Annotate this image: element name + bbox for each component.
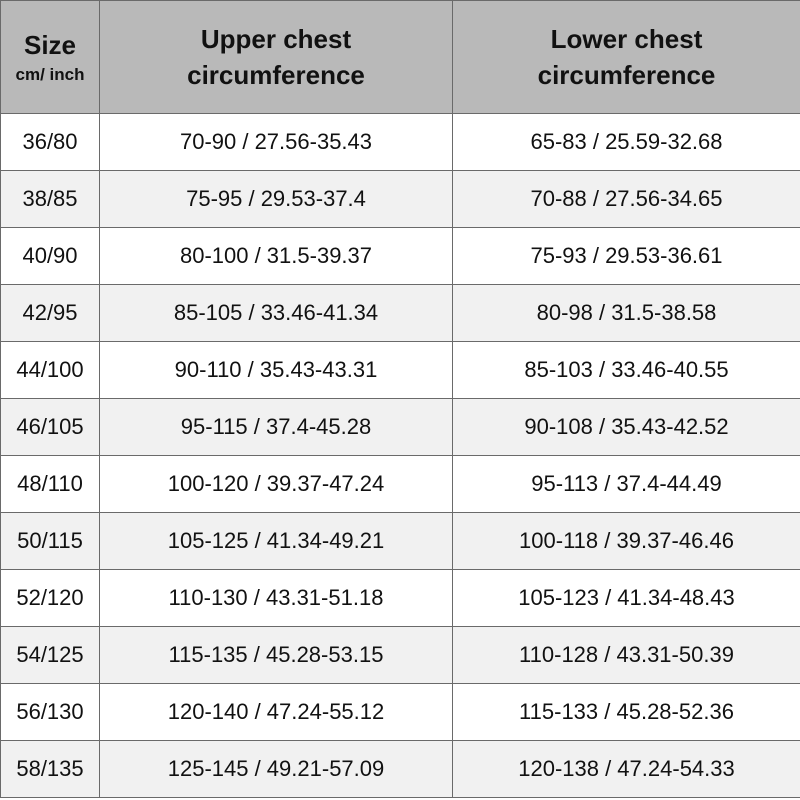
table-body: 36/80 70-90 / 27.56-35.43 65-83 / 25.59-32… (0, 113, 800, 798)
header-text: Size (23, 30, 77, 60)
measure-cell: 105-125 / 41.34-49.21 (99, 512, 453, 570)
size-cell: 58/135 (0, 740, 100, 798)
table-row: 36/80 70-90 / 27.56-35.43 65-83 / 25.59-32… (0, 113, 800, 171)
measure-cell: 80-98 / 31.5-38.58 (452, 284, 800, 342)
size-cell: 44/100 (0, 341, 100, 399)
header-text: Upper chest (200, 24, 352, 54)
measure-cell: 110-130 / 43.31-51.18 (99, 569, 453, 627)
header-cell: Upper chest circumference (99, 0, 453, 114)
size-cell: 48/110 (0, 455, 100, 513)
measure-cell: 65-83 / 25.59-32.68 (452, 113, 800, 171)
table-row: 56/130 120-140 / 47.24-55.12 115-133 / 45.… (0, 683, 800, 741)
measure-cell: 105-123 / 41.34-48.43 (452, 569, 800, 627)
table-row: 42/95 85-105 / 33.46-41.34 80-98 / 31.5-38… (0, 284, 800, 342)
measure-cell: 90-108 / 35.43-42.52 (452, 398, 800, 456)
size-cell: 42/95 (0, 284, 100, 342)
size-cell: 52/120 (0, 569, 100, 627)
measure-cell: 110-128 / 43.31-50.39 (452, 626, 800, 684)
measure-cell: 120-138 / 47.24-54.33 (452, 740, 800, 798)
measure-cell: 80-100 / 31.5-39.37 (99, 227, 453, 285)
header-unit: cm/ inch (15, 65, 85, 84)
measure-cell: 115-133 / 45.28-52.36 (452, 683, 800, 741)
header-text: circumference (537, 60, 716, 90)
table-row: 38/85 75-95 / 29.53-37.4 70-88 / 27.56-34.… (0, 170, 800, 228)
measure-cell: 115-135 / 45.28-53.15 (99, 626, 453, 684)
table-row: 40/90 80-100 / 31.5-39.37 75-93 / 29.53-36… (0, 227, 800, 285)
table-row: 50/115 105-125 / 41.34-49.21 100-118 / 39.… (0, 512, 800, 570)
table-row: 58/135 125-145 / 49.21-57.09 120-138 / 47.… (0, 740, 800, 798)
measure-cell: 85-103 / 33.46-40.55 (452, 341, 800, 399)
header-text: circumference (187, 60, 365, 90)
measure-cell: 85-105 / 33.46-41.34 (99, 284, 453, 342)
measure-cell: 125-145 / 49.21-57.09 (99, 740, 453, 798)
measure-cell: 95-113 / 37.4-44.49 (452, 455, 800, 513)
measure-cell: 70-90 / 27.56-35.43 (99, 113, 453, 171)
size-cell: 36/80 (0, 113, 100, 171)
header-row: Size cm/ inch Upper chest circumference … (0, 0, 800, 114)
header-cell: Lower chest circumference (452, 0, 800, 114)
table-row: 44/100 90-110 / 35.43-43.31 85-103 / 33.46… (0, 341, 800, 399)
table-row: 54/125 115-135 / 45.28-53.15 110-128 / 43.… (0, 626, 800, 684)
measure-cell: 90-110 / 35.43-43.31 (99, 341, 453, 399)
table-row: 48/110 100-120 / 39.37-47.24 95-113 / 37.4… (0, 455, 800, 513)
size-cell: 56/130 (0, 683, 100, 741)
size-cell: 38/85 (0, 170, 100, 228)
header-text: Lower chest (550, 24, 703, 54)
header-cell: Size cm/ inch (0, 0, 100, 114)
measure-cell: 95-115 / 37.4-45.28 (99, 398, 453, 456)
measure-cell: 75-95 / 29.53-37.4 (99, 170, 453, 228)
size-cell: 46/105 (0, 398, 100, 456)
measure-cell: 120-140 / 47.24-55.12 (99, 683, 453, 741)
measure-cell: 70-88 / 27.56-34.65 (452, 170, 800, 228)
table-row: 52/120 110-130 / 43.31-51.18 105-123 / 41.… (0, 569, 800, 627)
table-row: 46/105 95-115 / 37.4-45.28 90-108 / 35.43-… (0, 398, 800, 456)
measure-cell: 100-120 / 39.37-47.24 (99, 455, 453, 513)
size-cell: 50/115 (0, 512, 100, 570)
measure-cell: 100-118 / 39.37-46.46 (452, 512, 800, 570)
size-cell: 40/90 (0, 227, 100, 285)
measure-cell: 75-93 / 29.53-36.61 (452, 227, 800, 285)
size-cell: 54/125 (0, 626, 100, 684)
